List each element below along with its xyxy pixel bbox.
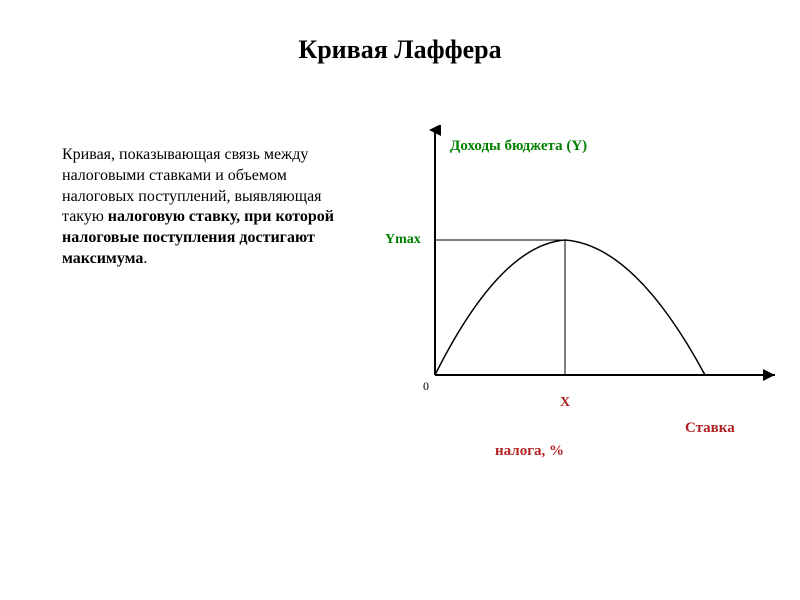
laffer-curve [435, 240, 705, 375]
title-text: Кривая Лаффера [298, 35, 501, 64]
y-axis-label: Доходы бюджета (Y) [450, 138, 587, 155]
x-marker-label: X [560, 395, 570, 411]
origin-label: 0 [423, 379, 429, 394]
x-axis-label-2: налога, % [495, 443, 564, 460]
x-axis-label-1: Ставка [685, 420, 735, 437]
desc-part2: . [143, 250, 147, 267]
description-block: Кривая, показывающая связь между налогов… [62, 145, 352, 270]
chart-svg [395, 125, 785, 405]
page-title: Кривая Лаффера [0, 35, 800, 65]
ymax-label: Ymax [385, 232, 421, 248]
laffer-chart: Доходы бюджета (Y) Ymax 0 X Ставка налог… [395, 125, 785, 485]
